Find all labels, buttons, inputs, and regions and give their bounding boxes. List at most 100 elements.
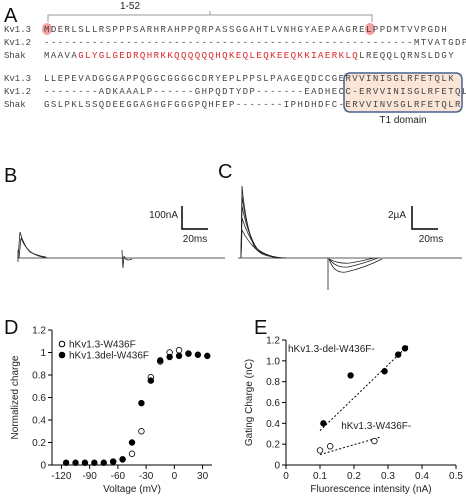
sequence-name: Shak [4, 51, 26, 61]
series-label: hKv1.3-del-W436F- [288, 344, 375, 355]
y-axis-label: Gating Charge (nC) [244, 359, 255, 446]
sequence: LLEPEVADGGGAPPQGGCGGGGCDRYEPLPPSLPAAGEQD… [44, 74, 455, 84]
sequence-name: Shak [4, 100, 26, 110]
sequence-segment: ----------------------------------------… [44, 38, 466, 48]
sequence: ----------------------------------------… [44, 38, 466, 48]
data-point [381, 368, 388, 375]
data-point [109, 458, 117, 465]
sequence: MAAVAGLYGLGEDRQHRKKQQQQQQHQKEQLEQKEEQKKI… [44, 51, 455, 61]
data-point [166, 353, 173, 361]
y-tick-label: 0.4 [32, 416, 46, 427]
y-axis-label: Normalized charge [10, 355, 21, 439]
legend-marker [58, 351, 66, 359]
data-point [320, 420, 327, 427]
data-point [316, 447, 324, 454]
data-point [347, 372, 354, 379]
x-tick-label: 0.2 [347, 471, 361, 482]
x-tick-label: 0 [283, 471, 289, 482]
y-tick-label: 0.6 [32, 393, 46, 404]
data-point [395, 351, 402, 358]
y-tick-label: 0.2 [32, 438, 46, 449]
scale-bar [181, 206, 208, 230]
sequence-segment: MAAVA [44, 51, 78, 61]
sequence: GSLPKLSSQDEEGGAGHGFGGGPQHFEP-------IPHDH… [44, 100, 462, 110]
data-point [138, 399, 145, 407]
x-tick-label: 0.5 [449, 471, 463, 482]
sequence-name: Kv1.2 [4, 87, 31, 97]
sequence-segment: GSLPKLSSQDEEGGAGHGFGGGPQHFEP-------IPHDH… [44, 100, 462, 110]
alignment: Kv1.3 MDERLSLLRSPPPSARHRAHPPQRPASSGGAHTLV… [4, 25, 466, 110]
range-label: 1-52 [120, 1, 140, 12]
range-bracket [47, 11, 373, 22]
x-tick-label: -30 [139, 471, 154, 482]
highlight [42, 23, 52, 35]
current-traces [238, 185, 462, 290]
data-point [401, 345, 409, 352]
sequence-name: Kv1.3 [4, 74, 31, 84]
y-tick-label: 1 [40, 348, 46, 359]
x-tick-label: 0.3 [381, 471, 395, 482]
y-tick-label: 0.8 [32, 371, 46, 382]
panel-letter: A [4, 5, 18, 27]
panel-letter: C [218, 161, 232, 183]
data-point [204, 352, 211, 360]
domain-box [343, 72, 463, 113]
axis [285, 340, 456, 466]
sequence-name: Kv1.3 [4, 25, 31, 35]
charts: -120 -90 -60 -30 0 30 0 0.2 0.4 0.6 0.8 1 1.2 Voltage… [10, 326, 463, 496]
data-point [100, 459, 107, 466]
x-tick-label: -60 [111, 471, 126, 482]
panel-letter: B [4, 165, 17, 187]
data-point [128, 439, 136, 446]
data-point [119, 456, 126, 463]
y-tick-label: 0.2 [266, 440, 280, 451]
y-tick-label: 0 [40, 461, 46, 472]
y-tick-label: 1.0 [266, 356, 280, 367]
data-point [175, 352, 183, 360]
x-tick-label: -120 [51, 471, 71, 482]
scale-label: 20ms [183, 234, 207, 245]
sequence-segment: LLEPEVADGGGAPPQGGCGGGGCDRYEPLPPSLPAAGEQD… [44, 74, 455, 84]
sequence-segment: --------ADKAAALP------GHPQDTYDP-------EA… [44, 87, 466, 97]
highlight [365, 23, 375, 35]
sequence-segment: GLYGLGEDRQHRKKQQQQQQHQKEQLEQKEEQKKIAERKL… [78, 51, 359, 61]
scale-label: 20ms [419, 234, 443, 245]
y-tick-label: 0.8 [266, 377, 280, 388]
data-point [157, 357, 164, 364]
x-tick-label: 0.4 [415, 471, 429, 482]
fit-line [319, 436, 382, 456]
data-point [91, 459, 98, 466]
current-traces [17, 231, 225, 269]
y-tick-label: 1.2 [32, 326, 46, 337]
sequence: MDERLSLLRSPPPSARHRAHPPQRPASSGGAHTLVNHGYA… [44, 25, 448, 35]
panel-letter: E [254, 317, 267, 339]
x-tick-label: -90 [82, 471, 97, 482]
x-axis-label: Fluorescence intensity (nA) [310, 484, 431, 495]
data-point [175, 347, 183, 354]
data-point [81, 459, 89, 466]
data-point [185, 350, 192, 357]
domain-label: T1 domain [379, 115, 426, 126]
y-tick-label: 1.2 [266, 336, 280, 347]
data-point [371, 437, 378, 445]
x-tick-label: 0 [172, 471, 178, 482]
domain-fill [344, 73, 462, 112]
sequence: --------ADKAAALP------GHPQDTYDP-------EA… [44, 87, 466, 97]
fit-line [319, 344, 409, 431]
y-tick-label: 0 [274, 461, 280, 472]
sequence-segment: LREQQLQRNSLDGY [359, 51, 455, 61]
scale-label: 100nA [149, 210, 178, 221]
panel-letter: D [4, 317, 18, 339]
data-point [62, 459, 70, 466]
x-tick-label: 0.1 [313, 471, 327, 482]
sequence-name: Kv1.2 [4, 38, 31, 48]
scale-label: 2µA [388, 210, 406, 221]
legend-label: hKv1.3-W436F [69, 340, 136, 351]
x-tick-label: 30 [197, 471, 209, 482]
data-point [194, 351, 202, 358]
x-axis-label: Voltage (mV) [103, 484, 161, 495]
legend-label: hKv1.3del-W436F [69, 351, 149, 362]
data-point [138, 428, 145, 435]
y-tick-label: 0.6 [266, 398, 280, 409]
